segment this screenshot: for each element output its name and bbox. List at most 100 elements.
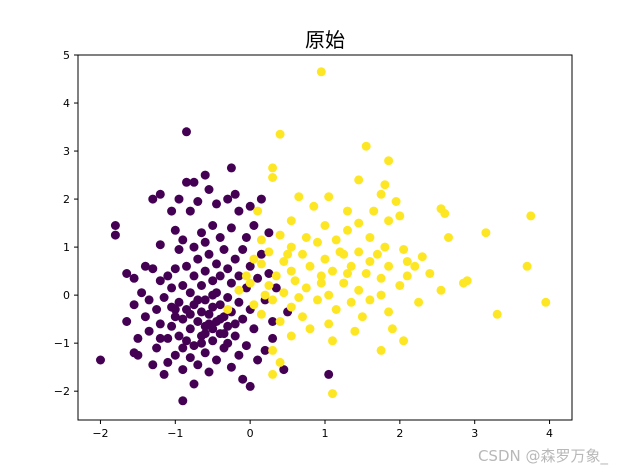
scatter-point-class-1 [316,67,326,77]
scatter-point-class-0 [185,288,195,298]
scatter-point-class-0 [174,297,184,307]
scatter-point-class-0 [167,206,177,216]
scatter-point-class-0 [185,353,195,363]
scatter-point-class-0 [178,343,188,353]
scatter-point-class-1 [279,257,289,266]
scatter-point-class-1 [275,230,285,240]
scatter-point-class-1 [384,261,394,271]
scatter-point-class-1 [313,237,322,247]
scatter-point-class-1 [316,271,326,281]
scatter-point-class-0 [256,249,266,259]
scatter-point-class-0 [129,273,139,283]
scatter-point-class-1 [320,221,330,230]
scatter-point-class-0 [204,249,214,259]
scatter-point-class-1 [331,235,341,245]
scatter-point-class-0 [208,336,218,346]
scatter-point-class-1 [380,242,390,252]
scatter-point-class-0 [204,319,214,329]
scatter-point-class-1 [365,257,375,266]
scatter-point-class-1 [305,324,315,334]
scatter-point-class-1 [522,261,532,271]
scatter-point-class-0 [208,290,218,300]
scatter-point-class-1 [275,129,285,139]
scatter-point-class-0 [96,355,105,365]
scatter-point-class-0 [148,194,158,204]
scatter-point-class-1 [328,266,337,276]
scatter-point-class-0 [110,221,120,230]
scatter-point-class-1 [357,312,367,322]
x-tick-label: 2 [396,427,403,440]
scatter-point-class-1 [305,261,315,271]
scatter-point-class-0 [185,324,195,334]
scatter-point-class-0 [189,242,199,252]
scatter-point-class-1 [294,192,304,202]
scatter-point-class-0 [155,240,165,250]
scatter-point-class-0 [230,331,240,341]
scatter-point-class-0 [230,189,240,199]
scatter-point-class-0 [189,177,199,187]
scatter-point-class-1 [241,271,251,281]
scatter-point-class-1 [268,295,278,305]
scatter-point-class-1 [316,278,326,288]
scatter-point-class-1 [365,295,375,305]
scatter-point-class-1 [286,266,296,276]
scatter-point-class-0 [200,348,210,358]
scatter-point-class-0 [260,345,270,355]
scatter-point-class-1 [264,247,274,257]
y-tick-label: 4 [63,97,70,110]
scatter-point-class-1 [376,345,386,355]
scatter-point-class-1 [384,216,394,226]
scatter-point-class-0 [193,317,203,326]
scatter-point-class-0 [212,259,221,269]
scatter-point-class-1 [395,211,405,221]
scatter-point-class-1 [387,324,397,334]
scatter-point-class-0 [174,331,184,341]
y-tick-label: 3 [63,145,70,158]
scatter-point-class-1 [440,209,450,218]
scatter-point-class-1 [253,206,263,216]
scatter-point-class-0 [234,297,244,307]
scatter-point-class-0 [219,245,229,254]
plot-area [78,55,572,420]
scatter-point-class-0 [234,271,244,281]
scatter-point-class-1 [350,326,360,336]
scatter-point-class-0 [133,333,143,343]
scatter-point-class-1 [335,247,345,257]
scatter-point-class-1 [372,249,382,259]
scatter-point-class-0 [226,362,236,372]
scatter-point-class-1 [444,233,453,242]
x-tick-label: −1 [167,427,183,440]
y-tick-label: 1 [63,241,70,254]
scatter-point-class-0 [155,189,165,199]
scatter-point-class-1 [541,297,551,307]
scatter-point-class-0 [193,197,203,206]
scatter-point-class-0 [245,381,255,391]
scatter-point-class-1 [245,278,255,288]
scatter-point-class-1 [249,300,259,310]
scatter-point-class-0 [193,295,203,305]
scatter-point-class-0 [226,223,236,233]
scatter-point-class-0 [215,300,225,310]
scatter-point-class-1 [376,273,386,283]
scatter-point-class-1 [414,297,424,307]
scatter-point-class-0 [271,283,281,293]
scatter-point-class-0 [234,350,244,360]
scatter-point-class-0 [215,233,225,242]
watermark: CSDN @森罗万象_ [477,447,608,465]
scatter-point-class-1 [328,336,337,346]
scatter-point-class-0 [241,341,251,351]
scatter-point-class-1 [384,156,394,166]
scatter-point-class-1 [391,197,401,206]
scatter-point-class-0 [178,281,188,290]
scatter-point-class-1 [286,242,296,252]
scatter-point-class-0 [208,221,218,230]
scatter-point-class-0 [200,170,210,180]
scatter-point-class-1 [268,345,278,355]
scatter-point-class-0 [155,276,165,286]
scatter-point-class-0 [144,295,154,305]
scatter-point-class-0 [155,319,165,329]
scatter-point-class-1 [331,305,341,314]
y-tick-label: −1 [54,337,70,350]
scatter-point-class-0 [212,355,221,365]
